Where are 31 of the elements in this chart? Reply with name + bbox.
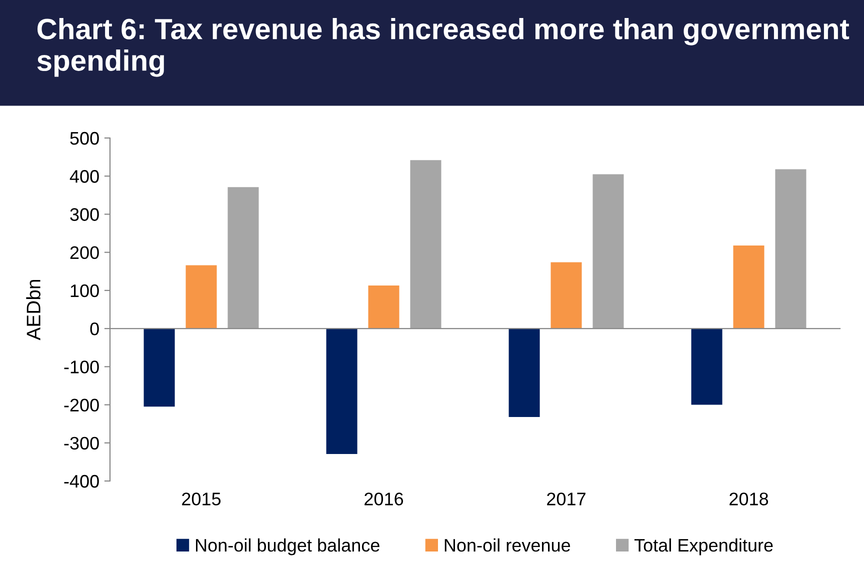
bar bbox=[410, 160, 442, 329]
bar bbox=[228, 187, 259, 329]
bar bbox=[592, 174, 624, 329]
legend-label: Non-oil budget balance bbox=[196, 538, 380, 556]
legend-label: Total Expenditure bbox=[634, 538, 773, 556]
y-tick-label: 300 bbox=[70, 208, 99, 221]
bar bbox=[326, 328, 358, 454]
x-tick-label: 2018 bbox=[730, 492, 768, 506]
bar bbox=[186, 265, 217, 329]
x-tick-label: 2017 bbox=[547, 492, 586, 506]
y-tick-label: 400 bbox=[70, 170, 99, 183]
chart-title: Chart 6: Tax revenue has increased more than government spending bbox=[37, 18, 850, 77]
bar bbox=[368, 285, 400, 329]
bar bbox=[550, 262, 582, 329]
bar bbox=[691, 328, 722, 405]
y-tick-label: 500 bbox=[70, 132, 99, 145]
bar bbox=[733, 245, 764, 329]
x-tick-label: 2016 bbox=[364, 492, 404, 506]
y-tick-label: 200 bbox=[70, 246, 99, 260]
y-tick-label: -400 bbox=[64, 474, 99, 488]
legend-label: Non-oil revenue bbox=[444, 538, 570, 552]
bar bbox=[775, 169, 806, 329]
y-axis-title: AEDbn bbox=[26, 280, 40, 340]
y-tick-label: -200 bbox=[64, 398, 99, 412]
bar bbox=[144, 328, 175, 407]
bar bbox=[508, 328, 540, 417]
y-tick-label: -300 bbox=[64, 436, 99, 450]
y-tick-label: 100 bbox=[70, 284, 99, 298]
y-tick-label: 0 bbox=[90, 322, 99, 336]
y-tick-label: -100 bbox=[64, 360, 99, 374]
x-tick-label: 2015 bbox=[182, 492, 221, 506]
